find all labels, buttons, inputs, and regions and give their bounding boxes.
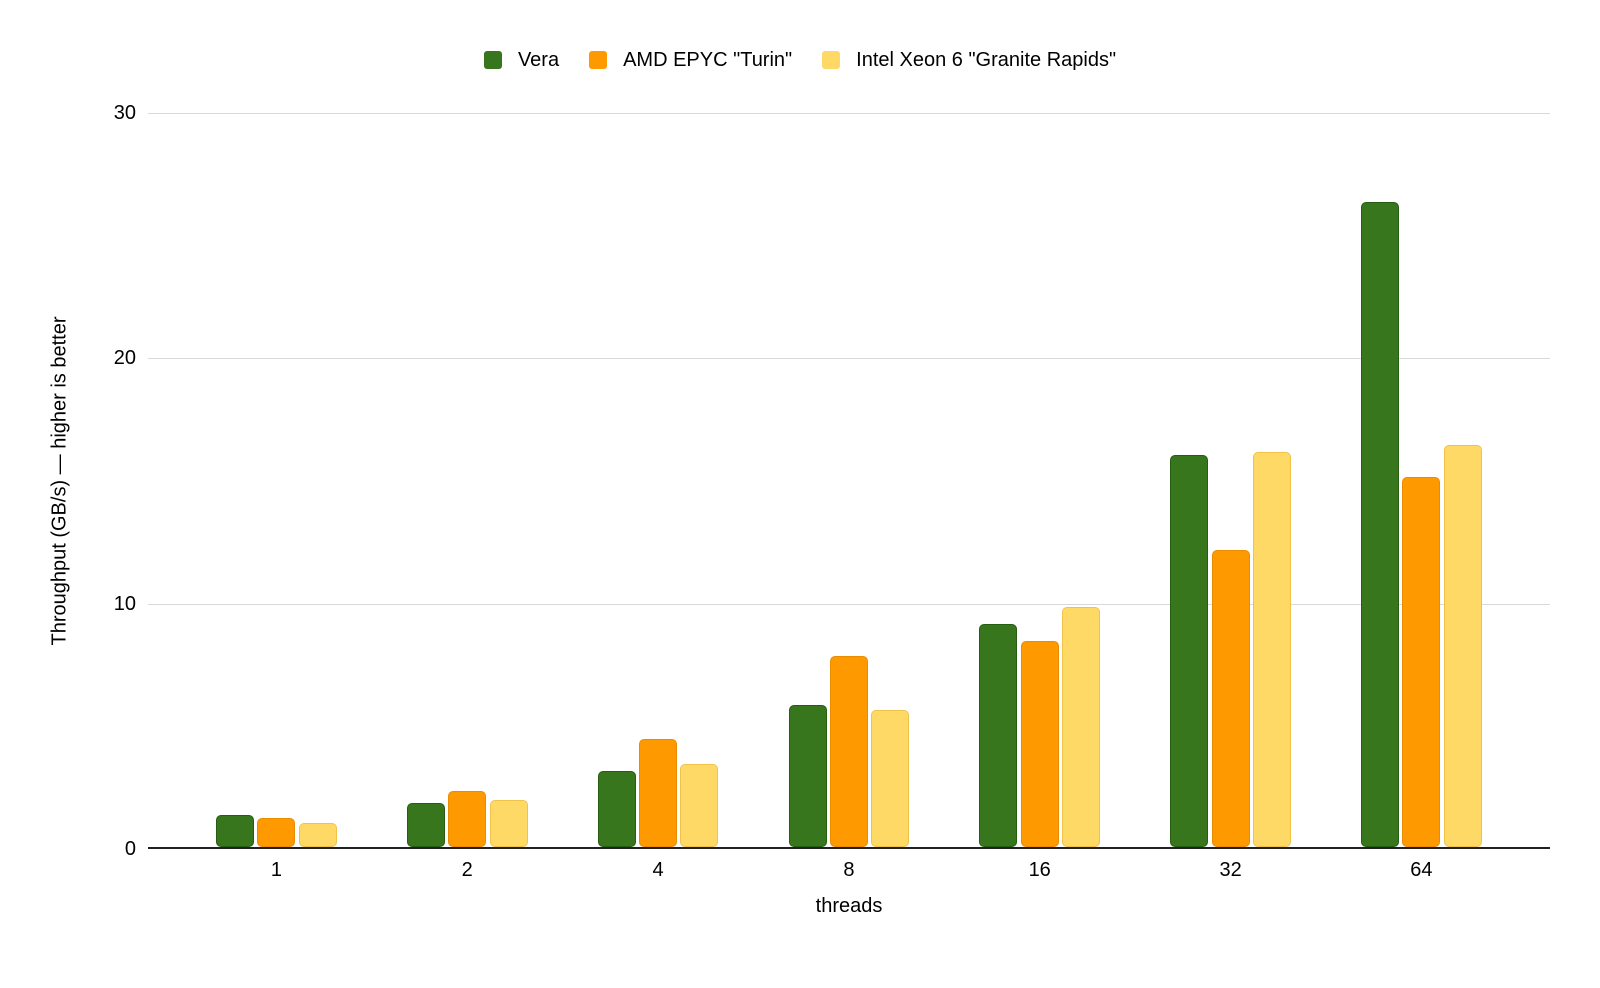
bar-vera-8-threads[interactable] <box>788 704 827 847</box>
x-tick-label-16: 16 <box>1028 859 1051 881</box>
bar-intel-xeon-6-granite-rapids-32-threads[interactable] <box>1252 452 1291 847</box>
y-tick-label-0: 0 <box>124 838 136 860</box>
bar-intel-xeon-6-granite-rapids-16-threads[interactable] <box>1062 606 1100 847</box>
gridline-20 <box>148 358 1550 360</box>
x-tick-label-64: 64 <box>1410 859 1433 881</box>
y-tick-label-20: 20 <box>113 347 136 370</box>
bar-vera-32-threads[interactable] <box>1170 454 1209 847</box>
legend: Vera AMD EPYC "Turin" Intel Xeon 6 "Granit… <box>0 48 1600 72</box>
x-tick-label-4: 4 <box>652 859 664 881</box>
bar-vera-4-threads[interactable] <box>597 770 636 847</box>
y-tick-label-30: 30 <box>113 102 136 124</box>
x-axis-title: threads <box>815 895 883 917</box>
bar-amd-epyc-turin-1-threads[interactable] <box>257 817 296 847</box>
gridline-10 <box>148 603 1550 605</box>
legend-label: Vera <box>517 49 560 71</box>
legend-swatch-intel-xeon-6-granite-rapids <box>822 51 841 69</box>
bar-intel-xeon-6-granite-rapids-64-threads[interactable] <box>1443 444 1482 847</box>
bar-intel-xeon-6-granite-rapids-2-threads[interactable] <box>489 800 528 847</box>
legend-label: Intel Xeon 6 "Granite Rapids" <box>856 49 1117 71</box>
x-tick-label-8: 8 <box>843 859 855 881</box>
legend-swatch-amd-epyc-turin <box>589 51 608 69</box>
bar-intel-xeon-6-granite-rapids-4-threads[interactable] <box>680 763 719 847</box>
legend-label: AMD EPYC "Turin" <box>623 49 793 71</box>
bar-amd-epyc-turin-64-threads[interactable] <box>1402 476 1441 847</box>
bar-amd-epyc-turin-8-threads[interactable] <box>829 655 868 847</box>
bar-vera-2-threads[interactable] <box>406 802 445 847</box>
bar-amd-epyc-turin-32-threads[interactable] <box>1211 550 1250 847</box>
bar-amd-epyc-turin-4-threads[interactable] <box>639 739 678 847</box>
bar-vera-16-threads[interactable] <box>979 623 1018 847</box>
legend-item-amd-epyc-turin[interactable]: AMD EPYC "Turin" <box>589 48 792 72</box>
legend-item-vera[interactable]: Vera <box>483 48 560 72</box>
x-tick-label-1: 1 <box>270 859 282 881</box>
x-tick-label-2: 2 <box>461 859 473 881</box>
y-tick-label-10: 10 <box>113 592 136 615</box>
plot-area <box>148 113 1550 849</box>
gridline-30 <box>148 113 1550 114</box>
legend-item-intel-xeon-6-granite-rapids[interactable]: Intel Xeon 6 "Granite Rapids" <box>822 48 1116 72</box>
x-tick-label-32: 32 <box>1219 859 1242 881</box>
legend-swatch-vera <box>483 51 502 69</box>
bar-amd-epyc-turin-2-threads[interactable] <box>448 790 487 847</box>
bar-intel-xeon-6-granite-rapids-1-threads[interactable] <box>298 822 337 847</box>
bar-vera-64-threads[interactable] <box>1361 201 1400 847</box>
bar-intel-xeon-6-granite-rapids-8-threads[interactable] <box>871 709 910 847</box>
x-axis-line <box>148 847 1550 849</box>
bar-vera-1-threads[interactable] <box>216 815 255 847</box>
bar-amd-epyc-turin-16-threads[interactable] <box>1020 640 1059 847</box>
